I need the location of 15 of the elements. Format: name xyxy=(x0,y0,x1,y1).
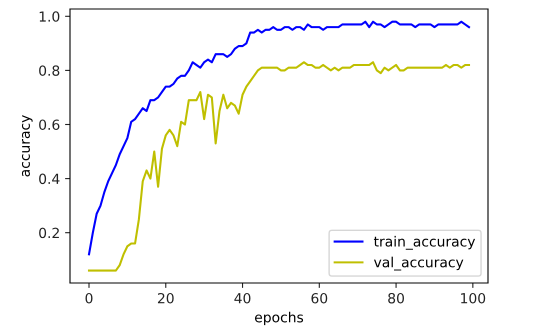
y-tick-label: 0.8 xyxy=(39,65,60,76)
x-tick-label: 60 xyxy=(311,292,328,304)
x-tick-label: 40 xyxy=(234,292,250,304)
y-axis-title: accuracy xyxy=(22,115,33,176)
y-tick-label: 0.2 xyxy=(39,228,59,238)
x-tick-label: 100 xyxy=(461,292,486,304)
x-tick-label: 80 xyxy=(388,292,404,304)
legend-label: train_accuracy xyxy=(374,236,476,250)
y-tick-label: 1.0 xyxy=(40,11,60,22)
x-tick-label: 20 xyxy=(158,292,174,304)
x-axis-title: epochs xyxy=(255,312,304,326)
legend-label: val_accuracy xyxy=(374,256,464,270)
y-tick-label: 0.4 xyxy=(39,174,60,184)
x-tick-label: 0 xyxy=(85,292,92,304)
y-tick-label: 0.6 xyxy=(39,119,60,130)
